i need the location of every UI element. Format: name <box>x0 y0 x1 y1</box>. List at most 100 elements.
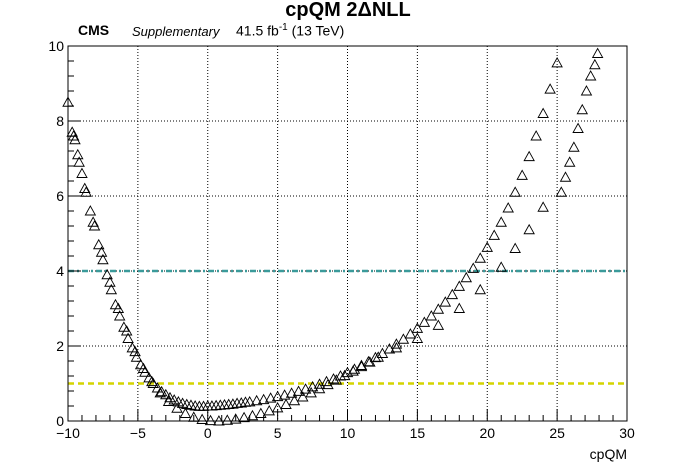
data-point <box>238 411 250 423</box>
data-point <box>72 148 84 160</box>
x-tick-label: −5 <box>130 425 146 441</box>
data-point <box>299 383 312 394</box>
data-point <box>563 156 576 167</box>
data-point <box>288 394 301 406</box>
data-point <box>418 316 431 327</box>
x-tick-label: 20 <box>479 425 495 441</box>
data-point <box>129 345 141 357</box>
data-point <box>196 413 208 424</box>
data-point <box>162 395 175 406</box>
data-point <box>92 238 105 250</box>
data-point <box>84 205 97 216</box>
data-point <box>355 360 368 372</box>
data-point <box>95 246 108 257</box>
lumi-label: 41.5 fb-1 (13 TeV) <box>236 22 344 39</box>
y-tick-label: 10 <box>48 38 64 54</box>
data-point <box>584 70 597 81</box>
data-point <box>495 261 507 272</box>
data-point <box>580 85 593 96</box>
data-point <box>390 341 403 353</box>
data-point <box>516 169 528 180</box>
data-point <box>551 56 563 68</box>
data-point <box>446 288 459 300</box>
x-tick-label: 30 <box>619 425 635 441</box>
data-point <box>243 395 256 407</box>
data-point <box>76 167 88 178</box>
data-point <box>572 122 584 133</box>
data-point <box>221 414 234 425</box>
chart-title: cpQM 2ΔNLL <box>285 0 411 21</box>
data-point <box>292 385 305 396</box>
data-point <box>146 375 158 387</box>
data-point <box>313 378 326 389</box>
data-point <box>271 390 284 402</box>
data-point <box>213 415 225 426</box>
data-point <box>257 393 270 405</box>
data-point <box>481 241 494 252</box>
data-point <box>425 310 438 321</box>
data-point <box>154 386 166 398</box>
x-tick-label: −10 <box>56 425 80 441</box>
lumi-value: 41.5 fb <box>236 22 279 39</box>
data-point <box>235 397 248 408</box>
energy-label: (13 TeV) <box>291 22 345 39</box>
data-point <box>509 242 521 253</box>
data-point <box>62 96 74 107</box>
data-point <box>305 386 317 398</box>
x-tick-label: 5 <box>274 425 282 441</box>
data-point <box>467 262 480 273</box>
data-point <box>530 130 542 141</box>
data-point <box>322 378 334 390</box>
data-point <box>474 252 487 263</box>
data-point <box>460 271 473 283</box>
data-point <box>523 150 535 162</box>
data-point <box>155 385 168 397</box>
data-point <box>179 407 192 418</box>
data-point <box>88 220 101 231</box>
x-tick-label: 10 <box>340 425 356 441</box>
data-point <box>327 373 340 384</box>
experiment-label: CMS <box>78 22 110 38</box>
data-point <box>559 171 572 182</box>
data-point <box>73 156 85 167</box>
data-point <box>495 216 507 227</box>
data-point <box>188 411 200 422</box>
data-point <box>330 374 343 385</box>
data-point <box>502 202 514 213</box>
data-point <box>137 362 150 373</box>
data-point <box>120 325 133 336</box>
data-point <box>544 83 556 94</box>
data-point <box>411 332 424 343</box>
data-point <box>204 414 217 426</box>
data-point <box>439 296 452 307</box>
data-point <box>537 107 549 118</box>
data-point <box>255 407 267 418</box>
data-point <box>139 366 151 377</box>
data-point <box>66 126 78 137</box>
data-point <box>297 391 309 402</box>
y-tick-label: 2 <box>56 338 64 354</box>
data-point <box>576 103 589 115</box>
y-tick-label: 6 <box>56 188 64 204</box>
data-point <box>523 223 535 235</box>
data-point <box>404 328 417 339</box>
data-point <box>87 216 99 227</box>
data-point <box>589 58 601 70</box>
data-point <box>591 47 604 58</box>
data-point <box>246 409 259 421</box>
data-point <box>101 268 113 280</box>
data-point <box>453 280 466 291</box>
data-point <box>69 133 81 145</box>
x-tick-label: 25 <box>549 425 565 441</box>
y-tick-label: 0 <box>56 413 64 429</box>
data-point <box>122 332 134 343</box>
data-point <box>250 394 263 406</box>
data-point <box>432 303 445 314</box>
tag-label: Supplementary <box>132 24 220 39</box>
lumi-exponent: -1 <box>278 22 288 33</box>
data-point <box>285 387 298 398</box>
y-tick-label: 4 <box>56 263 64 279</box>
data-point <box>227 398 239 409</box>
data-point <box>397 333 410 344</box>
